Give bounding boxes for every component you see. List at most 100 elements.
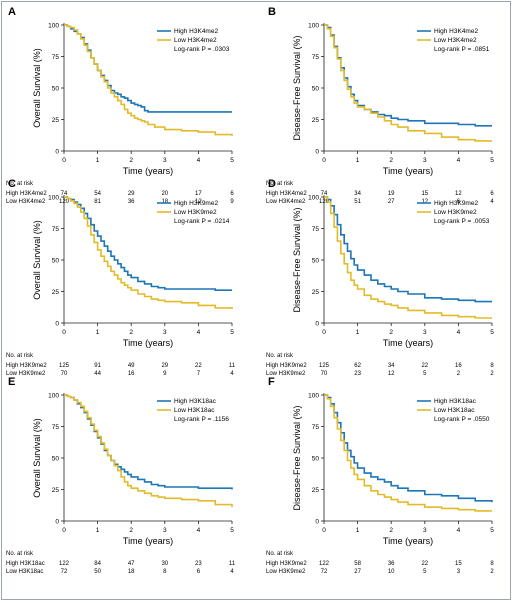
risk-value: 11 (229, 561, 236, 567)
y-tick-label: 25 (52, 487, 60, 494)
risk-value: 20 (161, 191, 168, 197)
y-axis-label: Disease-Free Survival (%) (292, 405, 302, 510)
x-tick-label: 1 (96, 329, 100, 336)
x-tick-label: 5 (490, 157, 494, 164)
x-tick-label: 1 (356, 157, 360, 164)
series-line-low (324, 196, 492, 319)
panel-label: E (8, 376, 15, 388)
series-line-low (324, 24, 492, 142)
x-tick-label: 1 (356, 329, 360, 336)
x-tick-label: 2 (389, 329, 393, 336)
risk-value: 81 (94, 199, 101, 205)
legend-entry: Low H3K4me2 (434, 37, 477, 44)
risk-value: 62 (354, 363, 361, 369)
x-tick-label: 4 (197, 527, 201, 534)
x-tick-label: 0 (62, 329, 66, 336)
x-tick-label: 4 (197, 329, 201, 336)
x-tick-label: 3 (163, 157, 167, 164)
risk-value: 6 (490, 191, 494, 197)
risk-value: 23 (354, 371, 361, 377)
logrank-p-value: Log-rank P = .0851 (434, 46, 490, 53)
x-tick-label: 3 (163, 329, 167, 336)
risk-value: 29 (161, 363, 168, 369)
legend-entry: High H3K18ac (174, 398, 217, 405)
risk-value: 70 (61, 371, 68, 377)
x-tick-label: 2 (129, 527, 133, 534)
risk-value: 22 (421, 363, 428, 369)
risk-value: 7 (197, 371, 201, 377)
risk-value: 8 (163, 569, 167, 575)
panel-label: C (8, 178, 16, 190)
x-tick-label: 5 (230, 527, 234, 534)
risk-table-title: No. at risk (266, 551, 294, 557)
y-tick-label: 75 (52, 226, 60, 233)
risk-value: 47 (128, 561, 135, 567)
panel-label: D (268, 178, 276, 190)
x-axis-label: Time (years) (123, 338, 173, 348)
risk-value: 15 (421, 191, 428, 197)
risk-value: 72 (61, 569, 68, 575)
legend-entry: High H3K4me2 (434, 28, 478, 35)
risk-row-label: Low H3K9me2 (266, 371, 306, 377)
risk-value: 19 (388, 191, 395, 197)
x-axis-label: Time (years) (123, 166, 173, 176)
y-axis-label: Disease-Free Survival (%) (292, 207, 302, 312)
legend-entry: High H3K9me2 (434, 200, 478, 207)
legend-entry: Low H3K18ac (174, 407, 215, 414)
x-tick-label: 1 (356, 527, 360, 534)
risk-value: 15 (455, 561, 462, 567)
risk-value: 11 (229, 363, 236, 369)
risk-value: 49 (128, 363, 135, 369)
risk-value: 27 (354, 569, 361, 575)
x-tick-label: 2 (389, 157, 393, 164)
risk-value: 74 (61, 191, 68, 197)
series-line-high (324, 394, 493, 503)
risk-row-label: High H3K9me2 (266, 363, 307, 369)
risk-value: 2 (490, 371, 494, 377)
risk-value: 74 (321, 191, 328, 197)
risk-table-title: No. at risk (6, 353, 34, 359)
series-line-high (324, 24, 492, 127)
risk-value: 17 (195, 191, 202, 197)
x-tick-label: 1 (96, 157, 100, 164)
risk-value: 12 (195, 199, 202, 205)
risk-row-label: Low H3K9me2 (266, 569, 306, 575)
x-axis-label: Time (years) (383, 166, 433, 176)
risk-value: 34 (354, 191, 361, 197)
x-tick-label: 3 (163, 527, 167, 534)
y-tick-label: 50 (312, 85, 320, 92)
y-axis-label: Overall Survival (%) (32, 418, 42, 498)
y-axis-label: Overall Survival (%) (32, 48, 42, 128)
x-tick-label: 4 (457, 329, 461, 336)
y-tick-label: 50 (312, 455, 320, 462)
panel-label: F (268, 376, 275, 388)
legend-entry: Low H3K4me2 (174, 37, 217, 44)
risk-value: 8 (490, 363, 494, 369)
y-tick-label: 100 (308, 194, 319, 201)
risk-value: 58 (354, 561, 361, 567)
risk-row-label: High H3K18ac (6, 561, 45, 567)
risk-value: 4 (230, 371, 234, 377)
series-line-low (324, 394, 492, 512)
x-tick-label: 2 (389, 527, 393, 534)
risk-row-label: High H3K4me2 (6, 191, 47, 197)
y-tick-label: 100 (308, 22, 319, 29)
risk-value: 44 (94, 371, 101, 377)
risk-table-title: No. at risk (266, 181, 294, 187)
risk-value: 29 (128, 191, 135, 197)
x-tick-label: 0 (322, 329, 326, 336)
risk-table-title: No. at risk (6, 181, 34, 187)
y-tick-label: 0 (55, 148, 59, 155)
risk-row-label: Low H3K4me2 (6, 199, 46, 205)
x-tick-label: 1 (96, 527, 100, 534)
panel-label: B (268, 6, 276, 18)
risk-value: 4 (490, 199, 494, 205)
risk-value: 18 (128, 569, 135, 575)
risk-value: 2 (457, 371, 461, 377)
y-tick-label: 0 (315, 320, 319, 327)
